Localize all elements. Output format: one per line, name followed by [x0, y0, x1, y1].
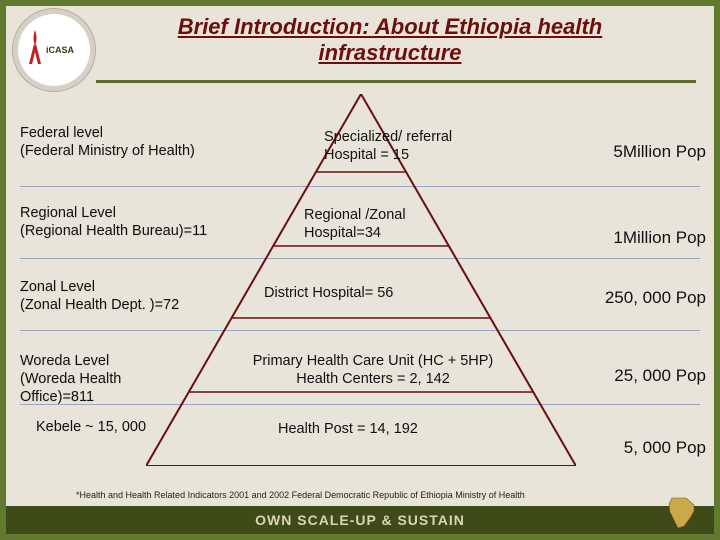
- ribbon-icon: [28, 28, 42, 66]
- page-title: Brief Introduction: About Ethiopia healt…: [106, 14, 674, 67]
- title-rule: [96, 80, 696, 83]
- africa-map-icon: [664, 496, 700, 530]
- level-population: 25, 000 Pop: [576, 366, 706, 386]
- logo-text: iCASA: [46, 45, 74, 55]
- footnote: *Health and Health Related Indicators 20…: [76, 490, 594, 500]
- level-admin-label: Woreda Level(Woreda Health Office)=811: [20, 352, 180, 406]
- level-facility-label: Primary Health Care Unit (HC + 5HP)Healt…: [228, 352, 518, 388]
- level-facility-label: Specialized/ referral Hospital = 15: [324, 128, 494, 164]
- level-admin-label: Federal level(Federal Ministry of Health…: [20, 124, 250, 160]
- level-population: 1Million Pop: [576, 228, 706, 248]
- level-facility-label: Health Post = 14, 192: [278, 420, 498, 438]
- level-admin-label: Regional Level(Regional Health Bureau)=1…: [20, 204, 250, 240]
- footer-bar: OWN SCALE-UP & SUSTAIN: [6, 506, 714, 534]
- icasa-logo: iCASA: [18, 14, 90, 86]
- level-population: 250, 000 Pop: [576, 288, 706, 308]
- level-facility-label: District Hospital= 56: [264, 284, 474, 302]
- level-population: 5Million Pop: [576, 142, 706, 162]
- level-facility-label: Regional /Zonal Hospital=34: [304, 206, 484, 242]
- level-admin-label: Zonal Level(Zonal Health Dept. )=72: [20, 278, 250, 314]
- level-admin-label: Kebele ~ 15, 000: [36, 418, 216, 436]
- footer-text: OWN SCALE-UP & SUSTAIN: [255, 512, 465, 528]
- slide: iCASA Brief Introduction: About Ethiopia…: [6, 6, 714, 534]
- level-population: 5, 000 Pop: [576, 438, 706, 458]
